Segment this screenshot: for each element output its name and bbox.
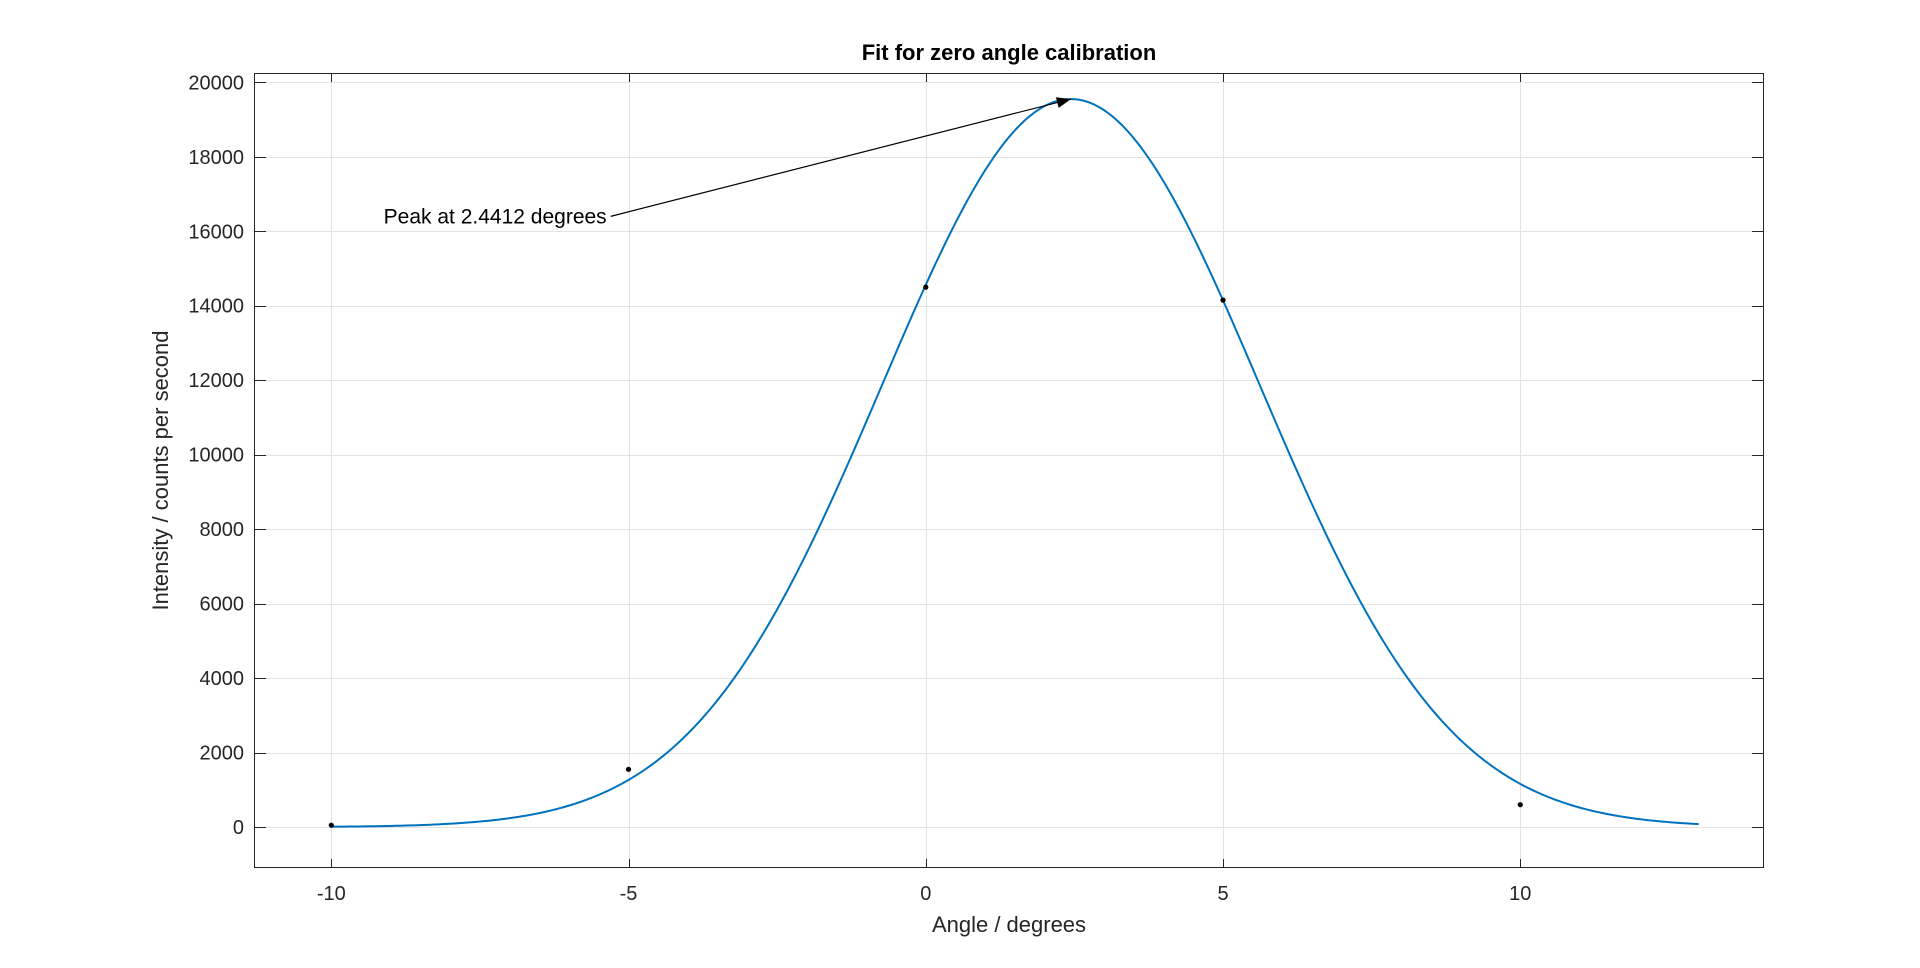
x-tick-label: -5: [620, 883, 638, 905]
annotation-arrow-line: [610, 98, 1072, 217]
x-axis-label: Angle / degrees: [932, 912, 1086, 937]
y-tick-label: 8000: [200, 519, 245, 541]
y-tick-label: 12000: [188, 370, 244, 392]
y-tick-label: 4000: [200, 668, 245, 690]
annotation-text: Peak at 2.4412 degrees: [384, 205, 607, 228]
x-tick-label: 5: [1217, 883, 1228, 905]
data-point: [923, 284, 929, 290]
data-point: [625, 766, 632, 772]
chart-title: Fit for zero angle calibration: [862, 40, 1157, 65]
annotation-layer: Peak at 2.4412 degrees: [384, 97, 1072, 228]
y-tick-label: 2000: [200, 743, 245, 765]
x-tick-label: 0: [920, 883, 931, 905]
y-tick-label: 14000: [188, 296, 244, 318]
series-layer: [328, 98, 1699, 828]
y-tick-label: 20000: [188, 72, 244, 94]
y-tick-label: 16000: [188, 221, 244, 243]
x-tick-label: -10: [317, 883, 346, 905]
ticks: [254, 73, 1764, 868]
y-tick-label: 0: [233, 817, 244, 839]
annotation-arrowhead: [1055, 97, 1071, 108]
tick-labels: -10 -5 0 5 10 0 2000 4000 6000 8000 10000 12000 1400…: [188, 72, 1531, 905]
y-tick-label: 10000: [188, 445, 244, 467]
fit-curve-line: [331, 98, 1699, 828]
y-tick-label: 18000: [188, 147, 244, 169]
plot-area: [254, 73, 1764, 868]
data-point: [1220, 297, 1226, 303]
plot-frame: [254, 73, 1764, 868]
x-tick-label: 10: [1509, 883, 1531, 905]
grid: [254, 73, 1764, 868]
y-axis-label: Intensity / counts per second: [148, 330, 173, 610]
data-point: [1517, 802, 1523, 808]
data-point: [328, 822, 334, 828]
y-tick-label: 6000: [200, 594, 245, 616]
